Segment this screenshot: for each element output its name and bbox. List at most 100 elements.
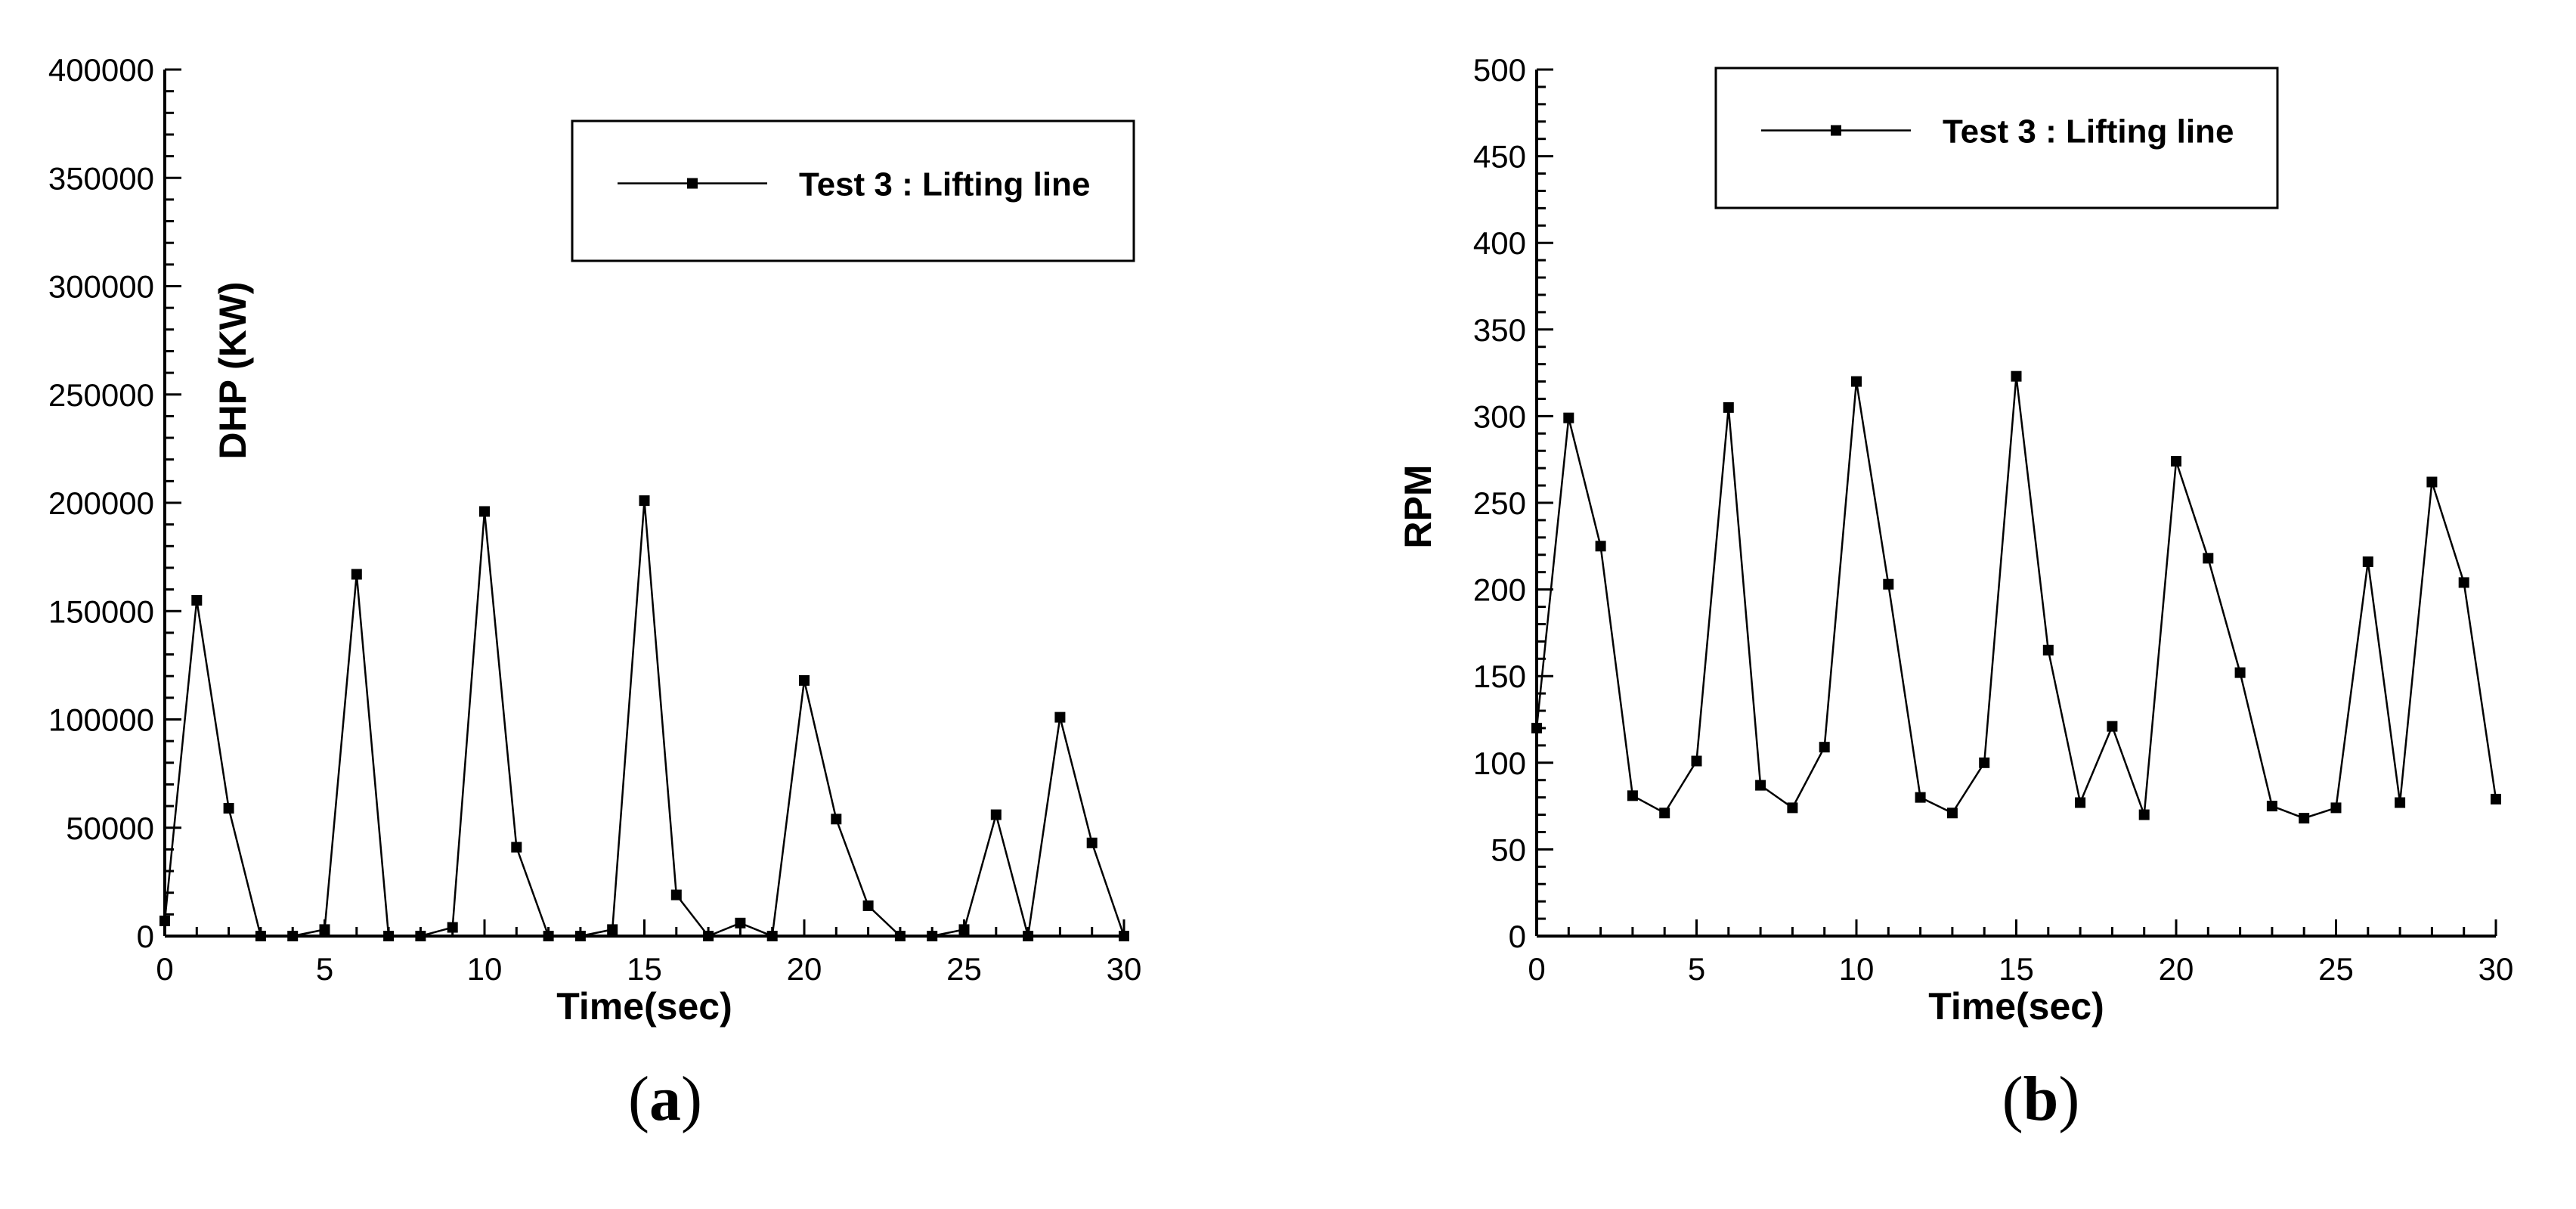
x-tick-label: 25	[2318, 951, 2354, 987]
data-point	[2266, 801, 2277, 812]
data-point	[1755, 780, 1766, 791]
data-point	[2491, 793, 2501, 804]
y-tick-label: 250	[1473, 485, 1526, 521]
data-point	[543, 931, 554, 941]
legend-label: Test 3 : Lifting line	[1943, 113, 2234, 150]
y-tick-label: 50000	[66, 811, 154, 846]
data-point	[479, 506, 490, 517]
y-tick-label: 300	[1473, 398, 1526, 434]
data-point	[1915, 792, 1926, 803]
data-point	[223, 802, 234, 814]
series-line-0	[1535, 376, 2497, 820]
data-point	[2362, 556, 2373, 567]
y-tick-label: 150000	[48, 594, 154, 629]
x-tick-label: 5	[1688, 951, 1705, 987]
y-axis-title: DHP (KW)	[212, 281, 254, 459]
data-point	[191, 594, 203, 606]
data-point	[255, 931, 266, 941]
panel-label-a: (a)	[628, 1064, 702, 1134]
data-point	[831, 814, 842, 825]
y-tick-label: 300000	[48, 269, 154, 305]
y-tick-label: 100	[1473, 746, 1526, 781]
data-point	[1851, 376, 1862, 387]
x-tick-label: 10	[1839, 951, 1875, 987]
data-point	[2075, 797, 2086, 808]
data-point	[1531, 722, 1542, 733]
y-tick-label: 250000	[48, 377, 154, 413]
legend-box	[571, 119, 1135, 262]
data-point	[1787, 802, 1798, 814]
data-point	[447, 922, 458, 933]
y-tick-label: 400000	[48, 52, 154, 88]
data-point	[1627, 790, 1638, 801]
legend-box	[1714, 67, 2279, 209]
y-tick-label: 0	[137, 919, 154, 954]
data-point	[2042, 644, 2054, 656]
data-point	[862, 900, 874, 911]
legend-marker	[1831, 125, 1841, 136]
legend-label: Test 3 : Lifting line	[799, 166, 1090, 203]
x-tick-label: 30	[1107, 951, 1142, 987]
data-point	[670, 889, 682, 901]
data-point	[383, 931, 395, 941]
data-point	[2330, 802, 2342, 814]
data-point	[1023, 931, 1034, 941]
panel-label-b: (b)	[2002, 1064, 2080, 1134]
data-point	[1946, 808, 1958, 819]
data-point	[894, 931, 906, 941]
data-point	[2234, 667, 2246, 678]
data-point	[927, 931, 938, 941]
data-point	[415, 931, 426, 941]
data-point	[287, 931, 299, 941]
data-point	[703, 931, 714, 941]
x-tick-label: 15	[1999, 951, 2034, 987]
x-axis-title: Time(sec)	[556, 985, 732, 1028]
data-point	[1819, 742, 1830, 753]
data-point	[2395, 797, 2406, 808]
data-point	[1723, 401, 1734, 413]
y-tick-label: 450	[1473, 139, 1526, 175]
data-point	[766, 931, 778, 941]
chart-panel-a: 0 5 10 15 20 25 30 0 50000 100000 150000 200000 2500…	[48, 52, 1142, 1028]
legend: Test 3 : Lifting line	[1714, 67, 2279, 209]
x-tick-label: 10	[467, 951, 503, 987]
data-point	[799, 674, 810, 686]
data-point	[1595, 541, 1606, 552]
y-tick-label: 350000	[48, 160, 154, 196]
data-point	[511, 842, 522, 853]
data-point	[1979, 757, 1990, 768]
legend-marker	[687, 178, 698, 189]
y-tick-label: 200000	[48, 485, 154, 521]
series-line-0	[163, 501, 1125, 938]
data-point	[735, 917, 746, 928]
data-point	[2171, 455, 2181, 467]
data-point	[159, 915, 170, 926]
data-point	[639, 495, 650, 507]
data-point	[319, 924, 330, 935]
data-point	[2107, 721, 2118, 732]
data-point	[2299, 813, 2310, 824]
y-tick-label: 150	[1473, 659, 1526, 694]
y-tick-label: 100000	[48, 702, 154, 738]
data-point	[958, 924, 970, 935]
data-point	[1563, 412, 1574, 423]
data-point	[1054, 711, 1066, 723]
data-point	[2203, 553, 2214, 564]
y-tick-label: 350	[1473, 312, 1526, 348]
x-tick-label: 30	[2478, 951, 2514, 987]
chart-panel-b: 0 5 10 15 20 25 300501001502002503003504004505…	[1397, 52, 2513, 1028]
y-tick-label: 0	[1509, 919, 1526, 954]
data-point	[351, 569, 362, 580]
data-point	[2426, 476, 2438, 488]
data-point	[1119, 931, 1129, 941]
x-tick-label: 20	[2159, 951, 2194, 987]
y-axis-title: RPM	[1397, 464, 1439, 548]
x-tick-label: 0	[1528, 951, 1545, 987]
data-point	[2138, 809, 2150, 820]
data-point	[574, 931, 586, 941]
data-point	[2458, 577, 2469, 588]
y-tick-label: 200	[1473, 572, 1526, 608]
y-tick-label: 500	[1473, 52, 1526, 88]
data-point	[1883, 578, 1894, 590]
